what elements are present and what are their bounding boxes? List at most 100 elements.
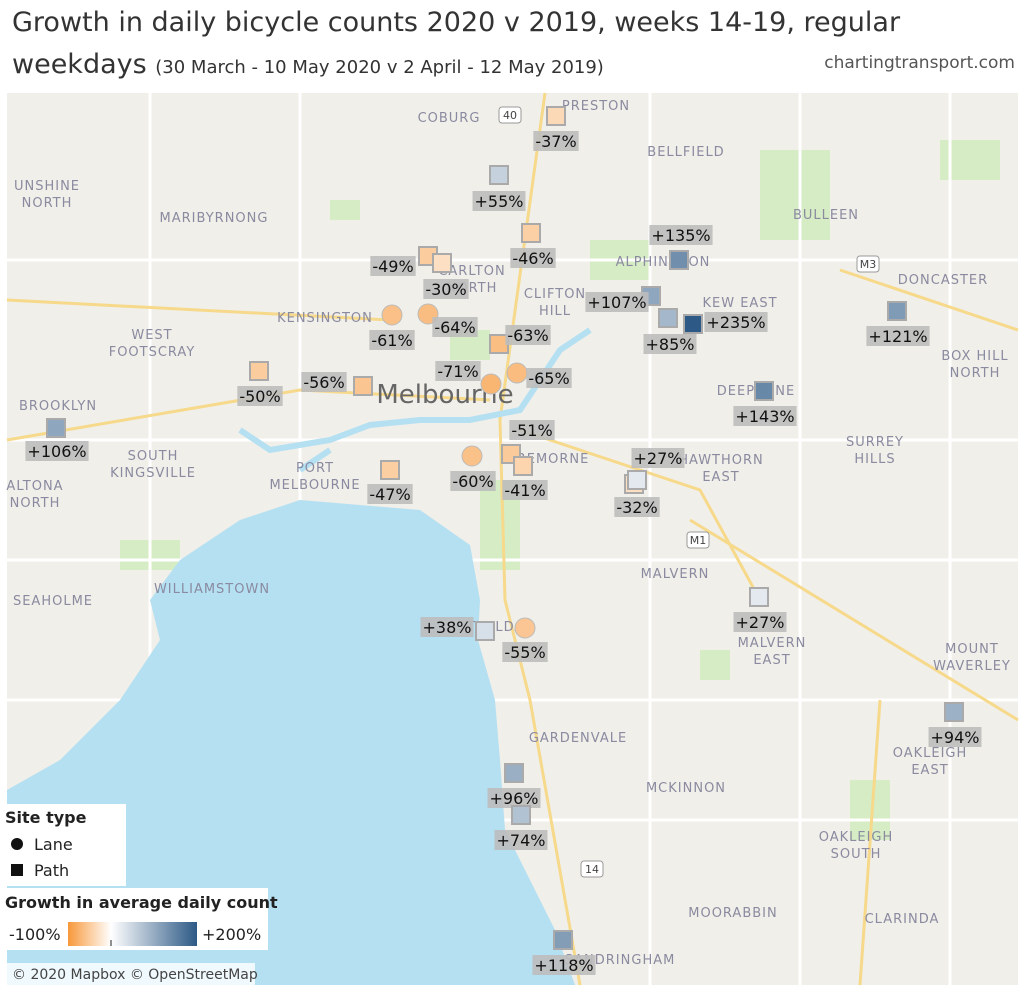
lane-marker	[514, 617, 536, 639]
place-label: ALTONA	[6, 479, 63, 494]
place-label: MOORABBIN	[688, 906, 777, 921]
place-label: NORTH	[22, 196, 73, 211]
place-label: SOUTH	[831, 847, 882, 862]
site-label: +118%	[534, 956, 593, 975]
path-marker	[504, 763, 524, 783]
place-label: OAKLEIGH	[819, 830, 894, 845]
label-bg	[423, 279, 469, 299]
site-label: -51%	[511, 421, 552, 440]
label-bg	[432, 317, 478, 337]
site-label: -41%	[504, 481, 545, 500]
title-block: Growth in daily bicycle counts 2020 v 20…	[12, 2, 942, 89]
site-type-legend: Site type Lane Path	[0, 804, 126, 886]
lane-marker	[480, 373, 502, 395]
place-label: WILLIAMSTOWN	[154, 582, 270, 597]
place-label: WAVERLEY	[933, 659, 1011, 674]
place-label: PORT	[296, 461, 334, 476]
highways	[6, 92, 1019, 986]
path-marker	[944, 702, 964, 722]
place-label: MARIBYRNONG	[160, 211, 269, 226]
label-bg	[643, 334, 697, 354]
attribution-bg	[7, 963, 255, 985]
label-bg	[370, 256, 416, 276]
site-label: +38%	[423, 618, 472, 637]
lane-marker	[506, 362, 528, 384]
site-label: -46%	[512, 249, 553, 268]
label-bg	[435, 361, 481, 381]
place-label: UNSHINE	[14, 179, 80, 194]
attribution: © 2020 Mapbox © OpenStreetMap	[12, 967, 258, 983]
path-marker	[46, 418, 66, 438]
site-label: +85%	[646, 335, 695, 354]
label-bg	[510, 248, 556, 268]
legend-title: Growth in average daily count	[5, 893, 278, 912]
site-label: +121%	[868, 327, 927, 346]
site-label: +55%	[475, 192, 524, 211]
lane-symbol	[11, 838, 23, 850]
path-marker	[683, 314, 703, 334]
label-bg	[733, 612, 787, 632]
label-bg	[614, 497, 660, 517]
place-label: COBURG	[418, 111, 481, 126]
site-label: +106%	[27, 442, 86, 461]
site-label: -65%	[528, 369, 569, 388]
label-bg	[25, 441, 89, 461]
site-label: +107%	[587, 293, 646, 312]
site-label: -64%	[434, 318, 475, 337]
place-label: SOUTH	[128, 449, 179, 464]
legend-max: +200%	[202, 925, 261, 944]
label-bg	[502, 480, 548, 500]
place-label: CARLTON	[438, 264, 505, 279]
label-bg	[450, 471, 496, 491]
place-label: ALPHINGTON	[616, 255, 711, 270]
label-bg	[494, 830, 548, 850]
legend-item: Lane	[34, 835, 73, 854]
sites: -37% +55% -46% -49% -30% +135% +107% +85% +235% +…	[25, 106, 982, 975]
place-label: KENSINGTON	[277, 311, 373, 326]
shield-label: M3	[860, 258, 877, 271]
path-marker	[489, 334, 509, 354]
path-marker	[380, 460, 400, 480]
site-label: +27%	[736, 613, 785, 632]
source: chartingtransport.com	[824, 53, 1015, 73]
label-bg	[533, 131, 579, 151]
lane-marker	[461, 445, 483, 467]
label-bg	[237, 386, 283, 406]
subtitle: (30 March - 10 May 2020 v 2 April - 12 M…	[155, 57, 604, 78]
label-bg	[509, 420, 555, 440]
site-label: -60%	[452, 472, 493, 491]
place-label: HAWTHORN	[678, 453, 764, 468]
site-label: +143%	[735, 407, 794, 426]
place-label: SURREY	[846, 435, 904, 450]
label-bg	[733, 406, 797, 426]
label-bg	[526, 368, 572, 388]
map-labels: COBURG PRESTON BELLFIELD UNSHINE NORTH MARIBY…	[6, 99, 1011, 968]
site-label: +94%	[931, 728, 980, 747]
parks	[120, 140, 1000, 840]
path-marker	[489, 165, 509, 185]
path-symbol	[11, 864, 23, 876]
place-label: NORTH	[950, 366, 1001, 381]
label-bg	[928, 727, 982, 747]
place-label: MALVERN	[641, 567, 710, 582]
path-marker	[887, 301, 907, 321]
path-marker	[749, 587, 769, 607]
site-label: -50%	[239, 387, 280, 406]
label-bg	[866, 326, 930, 346]
path-marker	[553, 930, 573, 950]
label-bg	[301, 372, 347, 392]
title: Growth in daily bicycle counts 2020 v 20…	[12, 7, 901, 80]
place-label: EAST	[753, 653, 790, 668]
label-bg	[367, 484, 413, 504]
place-label: KEW EAST	[702, 296, 777, 311]
place-label: SEAHOLME	[13, 594, 93, 609]
place-label: DONCASTER	[898, 273, 988, 288]
site-label: +27%	[634, 449, 683, 468]
place-label: EAST	[702, 470, 739, 485]
site-label: -32%	[616, 498, 657, 517]
site-label: +74%	[497, 831, 546, 850]
path-marker	[658, 308, 678, 328]
place-label: OAKLEIGH	[893, 746, 968, 761]
place-label: KINGSVILLE	[110, 466, 196, 481]
